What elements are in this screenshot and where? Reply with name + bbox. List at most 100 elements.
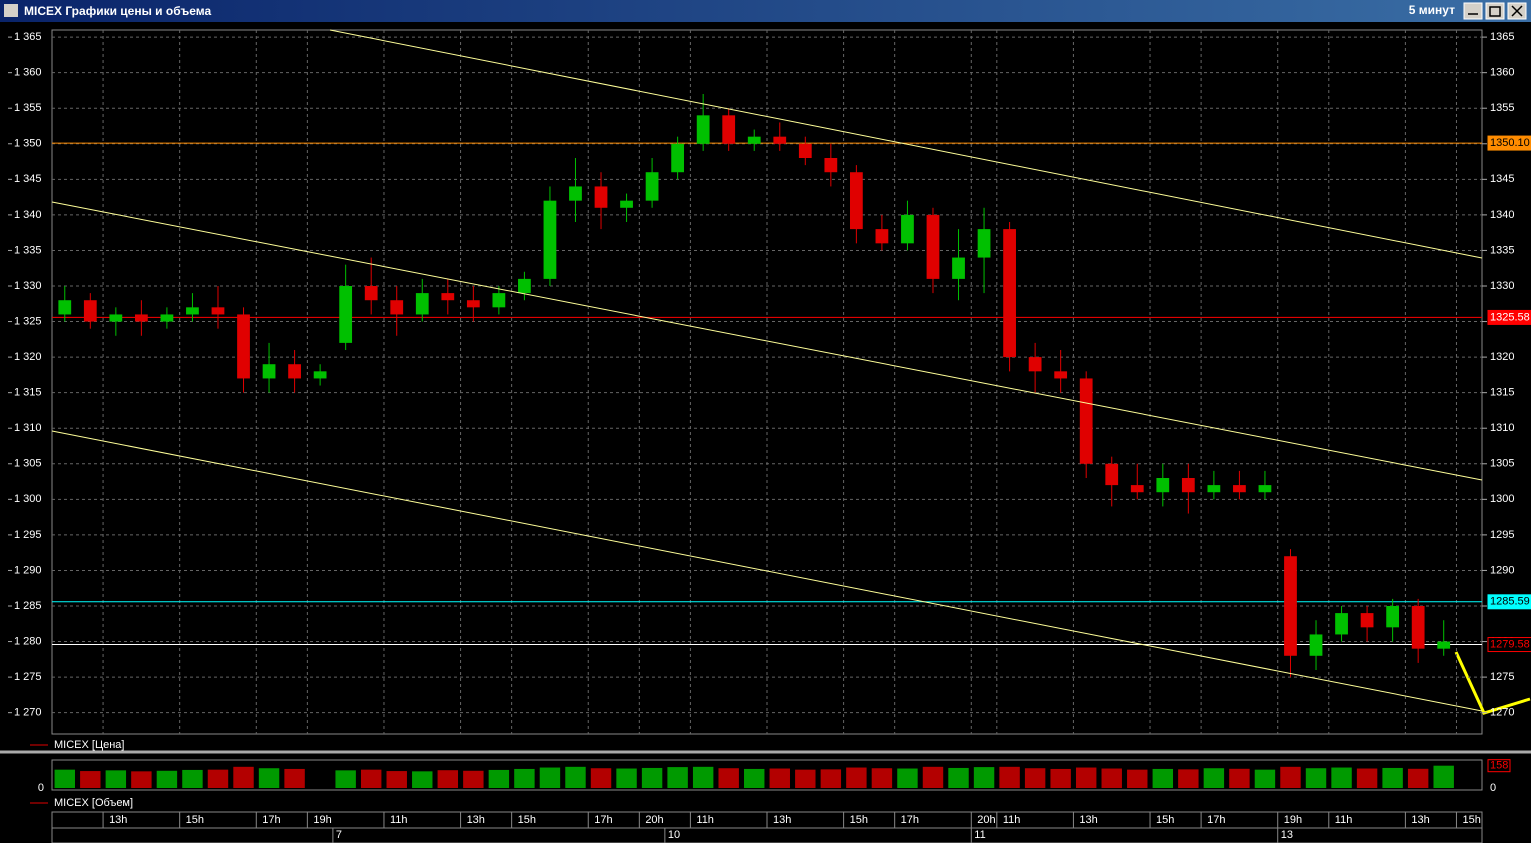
y2-tick-label: 1315 xyxy=(1490,387,1514,399)
volume-bar xyxy=(897,768,918,788)
candle-body xyxy=(1411,606,1425,649)
y2-tick-label: 1310 xyxy=(1490,422,1514,434)
volume-bar xyxy=(973,767,995,788)
y2-tick-label: 1355 xyxy=(1490,102,1514,114)
volume-legend: MICEX [Объем] xyxy=(54,797,133,809)
volume-last-label: 158 xyxy=(1490,760,1508,772)
y2-tick-label: 1305 xyxy=(1490,458,1514,470)
volume-bar xyxy=(1254,769,1276,788)
candle-body xyxy=(466,300,480,308)
candle-body xyxy=(824,158,838,173)
volume-bar xyxy=(156,770,178,788)
candle-body xyxy=(1309,634,1323,656)
x-tick-label: 17h xyxy=(594,814,612,826)
candle-body xyxy=(1360,613,1374,628)
candle-body xyxy=(1079,378,1093,464)
minimize-button[interactable] xyxy=(1463,2,1483,20)
candle-body xyxy=(1105,463,1119,486)
volume-bar xyxy=(871,768,893,788)
level-label: 1350.10 xyxy=(1490,137,1530,149)
x-tick-label: 15h xyxy=(1462,814,1480,826)
price-legend: MICEX [Цена] xyxy=(54,739,124,751)
volume-bar xyxy=(386,771,407,788)
y-tick-label: 1 305 xyxy=(14,458,42,470)
candle-body xyxy=(288,364,301,379)
candle-body xyxy=(747,136,761,144)
candle-body xyxy=(671,143,685,173)
candle-body xyxy=(645,172,659,201)
volume-bar xyxy=(80,771,101,788)
volume-bar xyxy=(922,766,944,788)
y-tick-label: 1 325 xyxy=(14,315,42,327)
candle-body xyxy=(1233,485,1246,493)
y-tick-label: 1 340 xyxy=(14,209,42,221)
day-label: 10 xyxy=(668,829,680,841)
trend-line xyxy=(329,29,1483,259)
volume-bar xyxy=(1101,768,1122,788)
volume-frame xyxy=(51,759,1483,791)
y2-tick-label: 1300 xyxy=(1490,493,1514,505)
candle-body xyxy=(1054,371,1068,379)
y2-tick-label: 1335 xyxy=(1490,244,1514,256)
candle-body xyxy=(1437,641,1451,649)
x-tick-label: 17h xyxy=(1207,814,1225,826)
y-tick-label: 1 275 xyxy=(14,671,42,683)
y2-tick-label: 1295 xyxy=(1490,529,1514,541)
y2-tick-label: 1330 xyxy=(1490,280,1514,292)
candle-body xyxy=(415,293,429,315)
candle-body xyxy=(696,115,710,144)
candle-body xyxy=(1207,485,1221,493)
y-tick-label: 1 290 xyxy=(14,564,42,576)
volume-tick-label: 0 xyxy=(38,782,44,794)
volume-bar xyxy=(1356,768,1378,788)
day-label: 11 xyxy=(974,829,985,841)
day-label: 7 xyxy=(336,829,342,841)
volume-bar xyxy=(667,767,688,788)
y-tick-label: 1 270 xyxy=(14,707,42,719)
candle-body xyxy=(1258,485,1272,493)
volume-bar xyxy=(948,767,969,788)
y-tick-label: 1 310 xyxy=(14,422,42,434)
y2-tick-label: 1320 xyxy=(1490,351,1514,363)
y-tick-label: 1 300 xyxy=(14,493,42,505)
volume-bar xyxy=(692,766,714,788)
candle-body xyxy=(543,200,557,279)
x-tick-label: 11h xyxy=(1003,814,1021,826)
y-tick-label: 1 350 xyxy=(14,138,42,150)
volume-bar xyxy=(412,771,433,788)
candle-body xyxy=(620,200,633,208)
candle-body xyxy=(186,307,199,315)
x-tick-label: 13h xyxy=(1079,814,1097,826)
y-tick-label: 1 355 xyxy=(14,102,42,114)
x-tick-label: 13h xyxy=(109,814,127,826)
window-title: MICEX Графики цены и объема xyxy=(24,4,211,18)
volume-bar xyxy=(1433,765,1454,788)
volume-bar xyxy=(718,768,739,788)
interval: 5 минут xyxy=(1409,3,1455,17)
candle-body xyxy=(926,214,940,279)
volume-bar xyxy=(616,768,637,788)
volume-bar xyxy=(539,767,561,788)
volume-bar xyxy=(233,766,254,788)
volume-bar xyxy=(207,769,229,788)
volume-bar xyxy=(105,770,127,788)
candle-body xyxy=(211,307,225,315)
y2-tick-label: 1275 xyxy=(1490,671,1514,683)
candle-body xyxy=(849,172,863,230)
volume-bar xyxy=(590,768,612,788)
volume-bar xyxy=(999,766,1020,788)
level-box xyxy=(1487,135,1531,151)
x-tick-label: 19h xyxy=(1284,814,1302,826)
volume-bar xyxy=(1024,768,1046,788)
volume-bar xyxy=(463,770,484,788)
candle-body xyxy=(722,115,736,144)
volume-bar xyxy=(1331,767,1352,788)
volume-bar xyxy=(514,768,535,788)
candle-body xyxy=(390,300,404,315)
candle-body xyxy=(952,257,965,279)
candle-body xyxy=(1181,478,1195,493)
volume-bar xyxy=(1229,768,1250,788)
volume-bar xyxy=(54,769,75,788)
candle-body xyxy=(1335,613,1348,635)
